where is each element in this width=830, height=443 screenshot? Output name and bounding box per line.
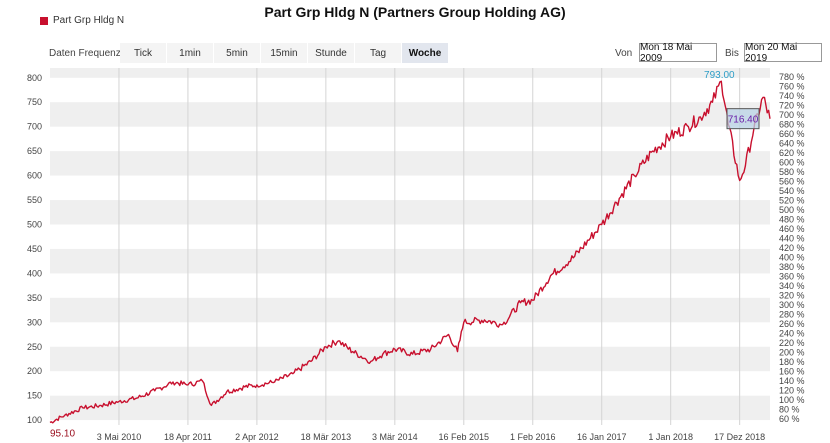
y2-tick-label: 480 % xyxy=(779,215,805,225)
y-tick-label: 550 xyxy=(27,195,42,205)
y2-tick-label: 120 % xyxy=(779,386,805,396)
y-tick-label: 600 xyxy=(27,171,42,181)
x-tick-label: 3 Mai 2010 xyxy=(97,432,142,442)
x-tick-label: 16 Jan 2017 xyxy=(577,432,627,442)
y2-tick-label: 620 % xyxy=(779,148,805,158)
y2-tick-label: 560 % xyxy=(779,177,805,187)
y-axis-right: 60 %80 %100 %120 %140 %160 %180 %200 %22… xyxy=(779,72,805,424)
y-tick-label: 300 xyxy=(27,317,42,327)
y-tick-label: 250 xyxy=(27,342,42,352)
x-tick-label: 1 Jan 2018 xyxy=(648,432,693,442)
freq-button-tick[interactable]: Tick xyxy=(120,43,167,63)
to-label: Bis xyxy=(725,48,739,59)
legend[interactable]: Part Grp Hldg N xyxy=(40,15,124,26)
series-layer xyxy=(49,80,771,424)
y2-tick-label: 460 % xyxy=(779,224,805,234)
y-axis-left: 100 150 200 250 300 350 400 450 500 550 600 650 700 7… xyxy=(27,73,42,425)
freq-button-1min[interactable]: 1min xyxy=(167,43,214,63)
y2-tick-label: 300 % xyxy=(779,300,805,310)
y2-tick-label: 180 % xyxy=(779,357,805,367)
y2-tick-label: 740 % xyxy=(779,91,805,101)
y2-tick-label: 360 % xyxy=(779,272,805,282)
y2-tick-label: 400 % xyxy=(779,253,805,263)
y2-tick-label: 520 % xyxy=(779,196,805,206)
y-tick-label: 100 xyxy=(27,415,42,425)
y2-tick-label: 80 % xyxy=(779,405,800,415)
freq-button-15min[interactable]: 15min xyxy=(261,43,308,63)
y2-tick-label: 500 % xyxy=(779,205,805,215)
plot-band xyxy=(50,200,770,225)
x-axis: 3 Mai 2010 18 Apr 2011 2 Apr 2012 18 Mär 20… xyxy=(97,432,765,442)
y2-tick-label: 320 % xyxy=(779,291,805,301)
y2-tick-label: 420 % xyxy=(779,243,805,253)
y2-tick-label: 720 % xyxy=(779,101,805,111)
plot-band xyxy=(50,151,770,176)
y-tick-label: 200 xyxy=(27,366,42,376)
y-tick-label: 450 xyxy=(27,244,42,254)
last-value-label: 716.40 xyxy=(728,115,759,126)
frequency-buttons: Tick 1min 5min 15min Stunde Tag Woche xyxy=(120,43,449,63)
y-tick-label: 650 xyxy=(27,146,42,156)
y2-tick-label: 160 % xyxy=(779,367,805,377)
y-tick-label: 350 xyxy=(27,293,42,303)
legend-swatch xyxy=(40,16,48,25)
legend-label: Part Grp Hldg N xyxy=(53,15,125,26)
y2-tick-label: 600 % xyxy=(779,158,805,168)
y2-tick-label: 200 % xyxy=(779,348,805,358)
min-value-label: 95.10 xyxy=(50,429,75,440)
y-tick-label: 150 xyxy=(27,391,42,401)
y2-tick-label: 540 % xyxy=(779,186,805,196)
y2-tick-label: 440 % xyxy=(779,234,805,244)
from-date-field[interactable]: Mon 18 Mai 2009 xyxy=(639,42,717,64)
y2-tick-label: 140 % xyxy=(779,376,805,386)
y2-tick-label: 700 % xyxy=(779,110,805,120)
to-date-field[interactable]: Mon 20 Mai 2019 xyxy=(744,42,822,64)
y2-tick-label: 380 % xyxy=(779,262,805,272)
x-tick-label: 17 Dez 2018 xyxy=(714,432,765,442)
x-tick-label: 16 Feb 2015 xyxy=(439,432,490,442)
freq-button-5min[interactable]: 5min xyxy=(214,43,261,63)
y2-tick-label: 280 % xyxy=(779,310,805,320)
series-line xyxy=(49,80,771,424)
y2-tick-label: 640 % xyxy=(779,139,805,149)
y2-tick-label: 240 % xyxy=(779,329,805,339)
annotations-layer: 95.10 793.00 716.40 xyxy=(50,70,760,440)
freq-button-woche[interactable]: Woche xyxy=(402,43,449,63)
y-tick-label: 700 xyxy=(27,122,42,132)
y2-tick-label: 680 % xyxy=(779,120,805,130)
max-value-label: 793.00 xyxy=(704,70,735,81)
y2-tick-label: 100 % xyxy=(779,395,805,405)
plot-band xyxy=(50,346,770,372)
y2-tick-label: 580 % xyxy=(779,167,805,177)
x-tick-label: 2 Apr 2012 xyxy=(235,432,279,442)
from-label: Von xyxy=(615,48,633,59)
y2-tick-label: 760 % xyxy=(779,82,805,92)
y-tick-label: 500 xyxy=(27,219,42,229)
chart-bands xyxy=(50,68,770,425)
y-tick-label: 400 xyxy=(27,268,42,278)
y2-tick-label: 340 % xyxy=(779,281,805,291)
freq-button-tag[interactable]: Tag xyxy=(355,43,402,63)
last-value-box xyxy=(726,108,760,130)
y2-tick-label: 260 % xyxy=(779,319,805,329)
plot-band xyxy=(50,248,770,274)
plot-band xyxy=(50,102,770,127)
plot-band xyxy=(50,395,770,421)
plot-band xyxy=(50,68,770,78)
y2-tick-label: 780 % xyxy=(779,72,805,82)
y-tick-label: 800 xyxy=(27,73,42,83)
y2-tick-label: 660 % xyxy=(779,129,805,139)
freq-button-stunde[interactable]: Stunde xyxy=(308,43,355,63)
y-tick-label: 750 xyxy=(27,97,42,107)
y2-tick-label: 60 % xyxy=(779,414,800,424)
plot-band xyxy=(50,297,770,323)
frequency-label: Daten Frequenz xyxy=(49,48,121,59)
x-tick-label: 18 Mär 2013 xyxy=(301,432,352,442)
y2-tick-label: 220 % xyxy=(779,338,805,348)
chart-title: Part Grp Hldg N (Partners Group Holding … xyxy=(264,4,566,20)
x-tick-label: 18 Apr 2011 xyxy=(164,432,212,442)
x-tick-label: 3 Mär 2014 xyxy=(372,432,418,442)
x-tick-label: 1 Feb 2016 xyxy=(510,432,556,442)
